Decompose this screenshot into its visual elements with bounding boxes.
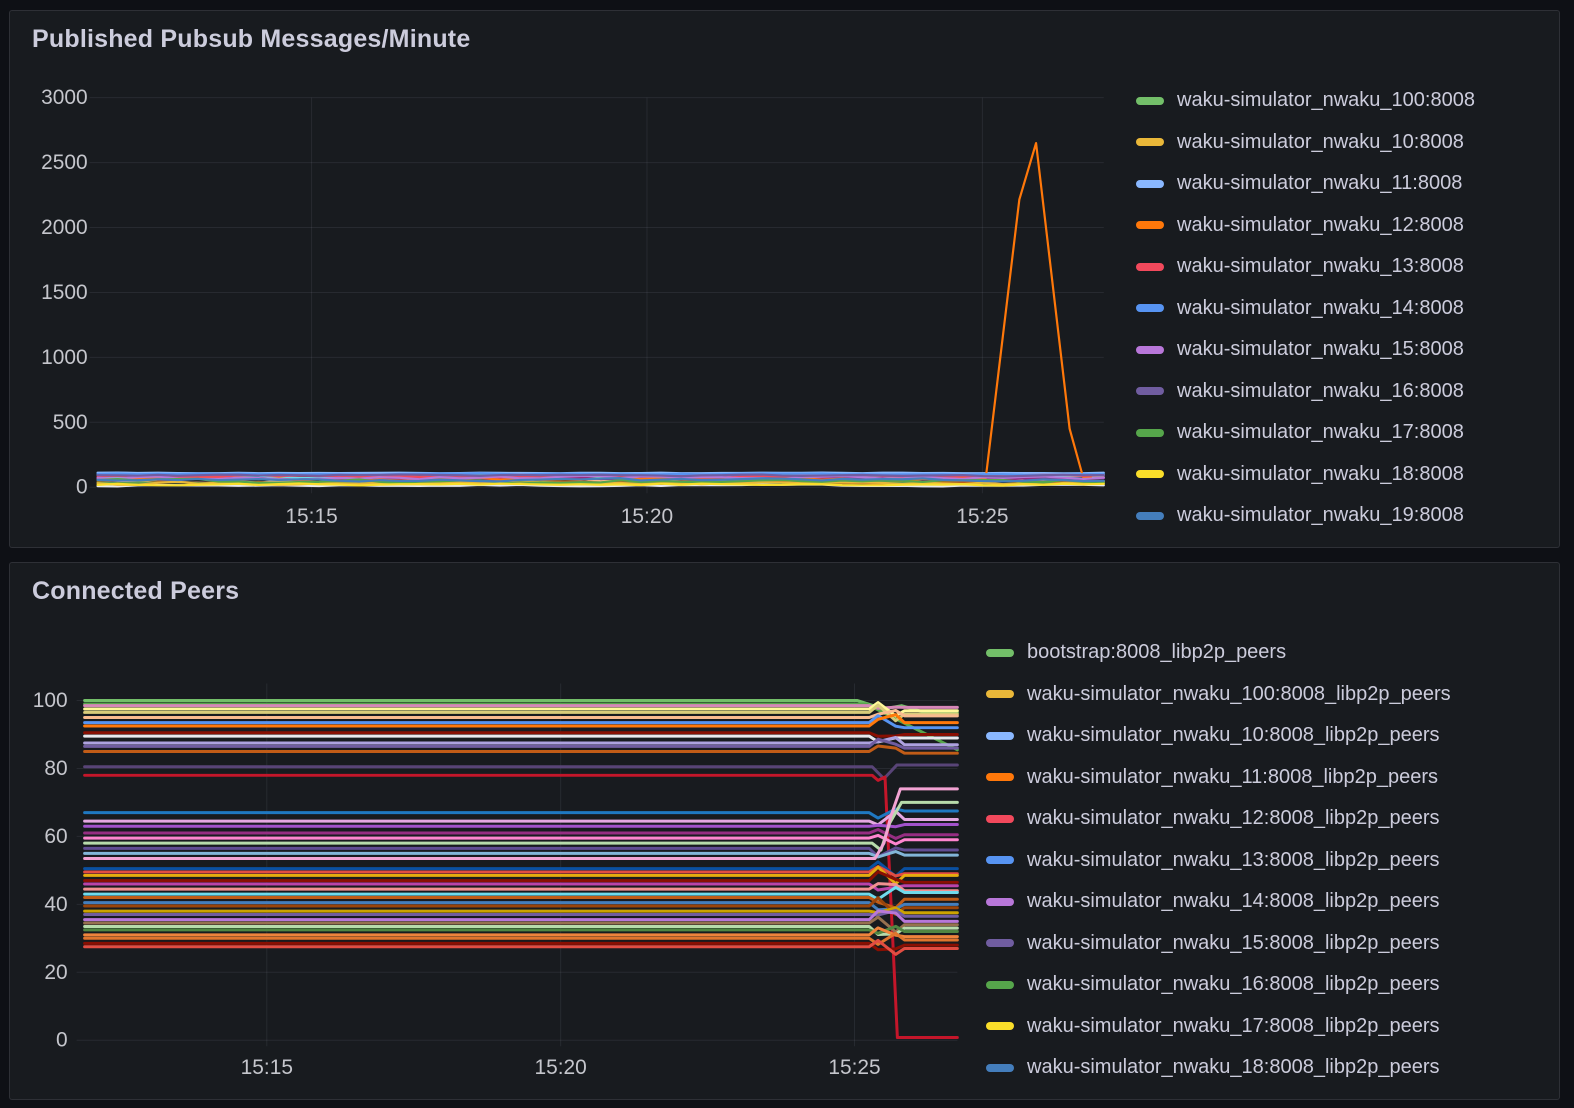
legend-item[interactable]: waku-simulator_nwaku_11:8008 — [1136, 163, 1475, 205]
svg-text:80: 80 — [44, 757, 67, 780]
svg-text:15:25: 15:25 — [828, 1056, 880, 1079]
svg-text:1000: 1000 — [41, 346, 88, 369]
series-label: waku-simulator_nwaku_18:8008 — [1177, 462, 1464, 485]
series-label: waku-simulator_nwaku_19:8008 — [1177, 504, 1464, 527]
svg-text:15:20: 15:20 — [621, 505, 673, 528]
series-color-swatch — [986, 690, 1014, 699]
series-color-swatch — [1136, 221, 1164, 230]
legend-item[interactable]: waku-simulator_nwaku_17:8008 — [1136, 412, 1475, 454]
legend-item[interactable]: waku-simulator_nwaku_13:8008_libp2p_peer… — [986, 840, 1451, 882]
svg-text:15:20: 15:20 — [534, 1056, 586, 1079]
legend-item[interactable]: waku-simulator_nwaku_18:8008 — [1136, 454, 1475, 496]
legend-pubsub-messages: waku-simulator_nwaku_100:8008 waku-simula… — [1136, 80, 1475, 537]
timeseries-chart-pubsub-messages[interactable]: 0 500 1000 1500 2000 2500 3000 15:15 15:20 15:25 — [10, 11, 1559, 547]
legend-item[interactable]: waku-simulator_nwaku_12:8008 — [1136, 205, 1475, 247]
series-color-swatch — [1136, 511, 1164, 520]
legend-item[interactable]: waku-simulator_nwaku_10:8008 — [1136, 122, 1475, 164]
series-color-swatch — [986, 731, 1014, 740]
legend-item[interactable]: waku-simulator_nwaku_100:8008 — [1136, 80, 1475, 122]
series-label: waku-simulator_nwaku_13:8008_libp2p_peer… — [1027, 848, 1440, 871]
series-label: bootstrap:8008_libp2p_peers — [1027, 641, 1287, 664]
timeseries-chart-connected-peers[interactable]: 0 20 40 60 80 100 15:15 15:20 15:25 — [10, 563, 1559, 1099]
series-label: waku-simulator_nwaku_100:8008 — [1177, 89, 1475, 112]
legend-item[interactable]: waku-simulator_nwaku_13:8008 — [1136, 246, 1475, 288]
legend-item[interactable]: waku-simulator_nwaku_15:8008_libp2p_peer… — [986, 923, 1451, 965]
svg-text:0: 0 — [76, 476, 88, 499]
series-color-swatch — [986, 856, 1014, 865]
svg-text:0: 0 — [56, 1029, 68, 1052]
svg-text:20: 20 — [44, 961, 67, 984]
series-color-swatch — [986, 773, 1014, 782]
series-color-swatch — [986, 648, 1014, 657]
series-label: waku-simulator_nwaku_13:8008 — [1177, 255, 1464, 278]
svg-text:500: 500 — [53, 411, 88, 434]
legend-item[interactable]: waku-simulator_nwaku_16:8008_libp2p_peer… — [986, 964, 1451, 1006]
series-label: waku-simulator_nwaku_17:8008 — [1177, 421, 1464, 444]
series-label: waku-simulator_nwaku_15:8008_libp2p_peer… — [1027, 931, 1440, 954]
series-color-swatch — [986, 1063, 1014, 1072]
svg-text:15:15: 15:15 — [285, 505, 337, 528]
series-color-swatch — [986, 1022, 1014, 1031]
legend-connected-peers: bootstrap:8008_libp2p_peers waku-simulato… — [986, 632, 1451, 1089]
legend-item[interactable]: waku-simulator_nwaku_16:8008 — [1136, 371, 1475, 413]
series-label: waku-simulator_nwaku_16:8008 — [1177, 379, 1464, 402]
panel-title-published-pubsub[interactable]: Published Pubsub Messages/Minute — [32, 25, 471, 53]
svg-text:40: 40 — [44, 893, 67, 916]
legend-item[interactable]: waku-simulator_nwaku_100:8008_libp2p_pee… — [986, 674, 1451, 716]
series-color-swatch — [1136, 428, 1164, 437]
series-label: waku-simulator_nwaku_10:8008 — [1177, 130, 1464, 153]
panel-published-pubsub-messages: Published Pubsub Messages/Minute 0 500 100… — [9, 10, 1560, 548]
legend-item[interactable]: waku-simulator_nwaku_10:8008_libp2p_peer… — [986, 715, 1451, 757]
series-color-swatch — [1136, 96, 1164, 105]
series-color-swatch — [986, 814, 1014, 823]
series-color-swatch — [986, 980, 1014, 989]
series-label: waku-simulator_nwaku_11:8008 — [1177, 172, 1463, 195]
series-label: waku-simulator_nwaku_10:8008_libp2p_peer… — [1027, 724, 1440, 747]
series-color-swatch — [1136, 138, 1164, 147]
series-label: waku-simulator_nwaku_14:8008 — [1177, 296, 1464, 319]
svg-text:1500: 1500 — [41, 281, 88, 304]
legend-item[interactable]: waku-simulator_nwaku_19:8008 — [1136, 495, 1475, 537]
legend-item[interactable]: waku-simulator_nwaku_15:8008 — [1136, 329, 1475, 371]
svg-text:15:15: 15:15 — [241, 1056, 293, 1079]
panel-connected-peers: Connected Peers 0 20 40 60 80 100 15:15 15:20 15… — [9, 562, 1560, 1100]
legend-item[interactable]: waku-simulator_nwaku_11:8008_libp2p_peer… — [986, 757, 1451, 799]
series-label: waku-simulator_nwaku_16:8008_libp2p_peer… — [1027, 973, 1440, 996]
series-color-swatch — [1136, 387, 1164, 396]
series-color-swatch — [1136, 470, 1164, 479]
svg-text:2500: 2500 — [41, 151, 88, 174]
series-color-swatch — [1136, 345, 1164, 354]
series-label: waku-simulator_nwaku_100:8008_libp2p_pee… — [1027, 682, 1451, 705]
series-label: waku-simulator_nwaku_14:8008_libp2p_peer… — [1027, 890, 1440, 913]
legend-item[interactable]: waku-simulator_nwaku_12:8008_libp2p_peer… — [986, 798, 1451, 840]
svg-text:100: 100 — [33, 689, 68, 712]
series-color-swatch — [1136, 262, 1164, 271]
series-color-swatch — [986, 939, 1014, 948]
legend-item[interactable]: waku-simulator_nwaku_18:8008_libp2p_peer… — [986, 1047, 1451, 1089]
legend-item[interactable]: waku-simulator_nwaku_14:8008 — [1136, 288, 1475, 330]
series-label: waku-simulator_nwaku_12:8008 — [1177, 213, 1464, 236]
series-label: waku-simulator_nwaku_18:8008_libp2p_peer… — [1027, 1056, 1440, 1079]
series-color-swatch — [1136, 304, 1164, 313]
svg-text:2000: 2000 — [41, 216, 88, 239]
svg-text:60: 60 — [44, 825, 67, 848]
svg-text:3000: 3000 — [41, 86, 88, 109]
legend-item[interactable]: waku-simulator_nwaku_14:8008_libp2p_peer… — [986, 881, 1451, 923]
series-label: waku-simulator_nwaku_11:8008_libp2p_peer… — [1027, 765, 1439, 788]
series-color-swatch — [986, 897, 1014, 906]
series-color-swatch — [1136, 179, 1164, 188]
svg-text:15:25: 15:25 — [956, 505, 1008, 528]
series-label: waku-simulator_nwaku_12:8008_libp2p_peer… — [1027, 807, 1440, 830]
legend-item[interactable]: bootstrap:8008_libp2p_peers — [986, 632, 1451, 674]
series-label: waku-simulator_nwaku_15:8008 — [1177, 338, 1464, 361]
legend-item[interactable]: waku-simulator_nwaku_17:8008_libp2p_peer… — [986, 1006, 1451, 1048]
panel-title-connected-peers[interactable]: Connected Peers — [32, 577, 240, 605]
series-label: waku-simulator_nwaku_17:8008_libp2p_peer… — [1027, 1014, 1440, 1037]
